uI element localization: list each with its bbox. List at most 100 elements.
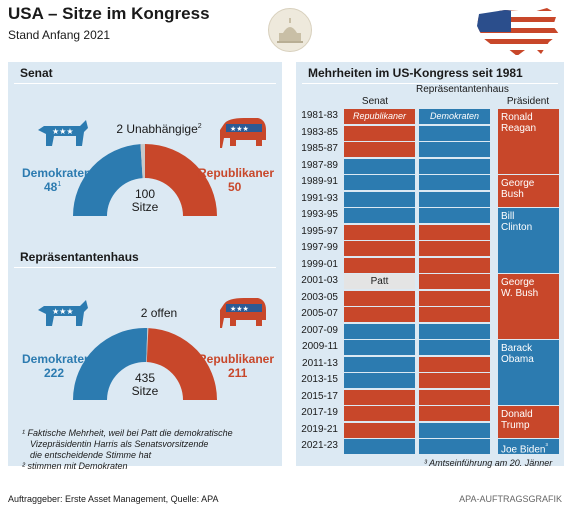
capitol-icon	[268, 8, 312, 52]
president-block: Barack Obama	[498, 340, 559, 405]
seats-panel: Senat ★★★ ★★★ 2 Unabhängige2 Demokraten …	[8, 62, 282, 471]
senate-dem-label: Demokraten	[22, 166, 92, 180]
senate-cell	[344, 356, 415, 372]
svg-text:★★★: ★★★	[52, 307, 74, 316]
senate-heading: Senat	[20, 66, 53, 80]
senate-cell	[344, 389, 415, 405]
house-total-label: Sitze	[131, 384, 159, 398]
period-label: 1999-01	[301, 258, 338, 270]
house-cell	[419, 323, 490, 339]
usa-flag-map-icon	[477, 8, 559, 56]
senate-total-label: Sitze	[131, 200, 159, 214]
house-heading: Repräsentantenhaus	[20, 250, 139, 264]
house-seat-chart	[73, 328, 217, 400]
period-label: 1981-83	[301, 110, 338, 121]
house-cell	[419, 142, 490, 157]
svg-text:★★★: ★★★	[52, 127, 74, 136]
house-cell	[419, 406, 490, 421]
house-cell	[419, 373, 490, 388]
footnote-2: ² stimmen mit Demokraten	[22, 461, 128, 471]
senate-cell	[344, 422, 415, 438]
period-label: 2021-23	[301, 440, 338, 451]
elephant-icon: ★★★	[220, 118, 266, 148]
period-label: 2001-03	[301, 275, 338, 286]
footer-credit: APA-AUFTRAGSGRAFIK	[459, 494, 562, 504]
period-label: 2019-21	[301, 423, 338, 435]
majority-table-panel: Mehrheiten im US-Kongress seit 1981 Sena…	[296, 62, 564, 468]
senate-cell	[344, 439, 415, 454]
footer-source: Auftraggeber: Erste Asset Management, Qu…	[8, 494, 219, 504]
senate-rep-label: Republikaner	[198, 166, 275, 180]
house-cell: Demokraten	[419, 109, 490, 124]
house-cell	[419, 257, 490, 273]
period-label: 2009-11	[302, 341, 338, 352]
period-label: 2003-05	[301, 291, 338, 303]
senate-other-label: 2 Unabhängige2	[116, 122, 202, 136]
house-slice-2	[146, 328, 217, 400]
house-slice-1	[146, 328, 149, 363]
period-label: 1997-99	[301, 242, 338, 253]
period-label: 1985-87	[301, 143, 338, 154]
president-block: Joe Biden³	[498, 439, 559, 455]
president-block: Ronald Reagan	[498, 109, 559, 174]
president-block: George W. Bush	[498, 274, 559, 339]
house-cell	[419, 241, 490, 256]
house-cell	[419, 356, 490, 372]
senate-cell	[344, 241, 415, 256]
period-label: 1987-89	[301, 159, 338, 171]
period-label: 1991-93	[301, 192, 338, 204]
period-label: 2017-19	[301, 407, 338, 418]
footnote-1: ¹ Faktische Mehrheit, weil bei Patt die …	[22, 428, 233, 438]
house-cell	[419, 274, 490, 289]
senate-cell	[344, 142, 415, 157]
period-label: 2011-13	[302, 357, 338, 369]
page-subtitle: Stand Anfang 2021	[8, 28, 111, 42]
president-block: Donald Trump	[498, 406, 559, 438]
senate-cell	[344, 208, 415, 223]
house-cell	[419, 389, 490, 405]
house-cell	[419, 340, 490, 355]
svg-text:★★★: ★★★	[230, 125, 249, 133]
senate-cell	[344, 307, 415, 322]
senate-total-value: 100	[134, 187, 156, 201]
house-cell	[419, 125, 490, 141]
period-label: 1993-95	[301, 209, 338, 220]
period-label: 2013-15	[301, 374, 338, 385]
house-cell	[419, 224, 490, 240]
svg-text:★★★: ★★★	[230, 305, 249, 313]
elephant-icon: ★★★	[220, 298, 266, 328]
col-senate-header: Senat	[361, 96, 389, 107]
period-label: 1983-85	[301, 126, 338, 138]
footnote-1b: Vizepräsidentin Harris als Senatsvorsitz…	[30, 439, 209, 449]
senate-slice-0	[73, 144, 143, 216]
page-title: USA – Sitze im Kongress	[8, 4, 210, 23]
footnote-3: ³ Amtseinführung am 20. Jänner	[424, 458, 553, 468]
col-president-header: Präsident	[506, 96, 550, 107]
senate-cell	[344, 257, 415, 273]
house-cell	[419, 307, 490, 322]
senate-cell	[344, 323, 415, 339]
president-block: George Bush	[498, 175, 559, 207]
senate-rep-value: 50	[228, 180, 242, 194]
senate-cell	[344, 158, 415, 174]
house-cell	[419, 439, 490, 454]
house-cell	[419, 175, 490, 190]
house-cell	[419, 191, 490, 207]
house-rep-label: Republikaner	[198, 352, 275, 366]
house-other-label: 2 offen	[140, 306, 178, 320]
donkey-icon: ★★★	[38, 120, 88, 146]
senate-slice-2	[145, 144, 217, 216]
period-label: 1995-97	[301, 225, 338, 237]
house-cell	[419, 158, 490, 174]
senate-dem-value: 481	[44, 180, 62, 194]
table-heading: Mehrheiten im US-Kongress seit 1981	[308, 66, 523, 80]
president-block: Bill Clinton	[498, 208, 559, 273]
footnote-1c: die entscheidende Stimme hat	[30, 450, 152, 460]
senate-cell	[344, 224, 415, 240]
house-dem-label: Demokraten	[22, 352, 92, 366]
senate-cell: Patt	[344, 274, 415, 289]
donkey-icon: ★★★	[38, 300, 88, 326]
senate-seat-chart	[73, 144, 217, 216]
period-label: 2015-17	[301, 390, 338, 402]
house-cell	[419, 208, 490, 223]
